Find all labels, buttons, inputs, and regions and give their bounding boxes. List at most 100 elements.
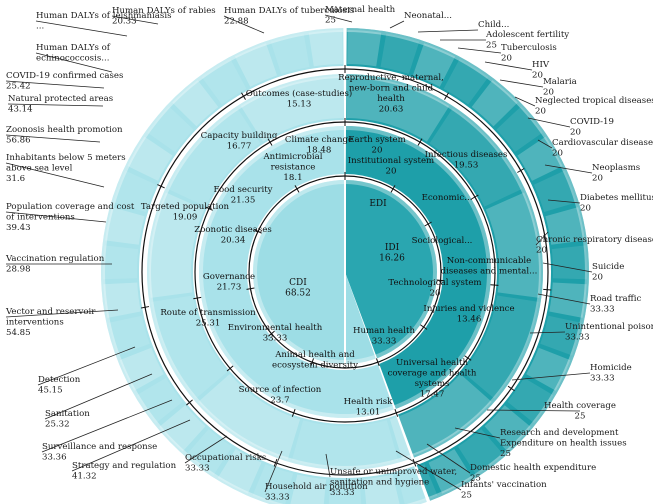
ring2-label-1: Capacity building 16.77 [201,131,278,152]
ring1-label-3: Zoonotic diseases 20.34 [194,225,272,246]
outer-tile-35 [201,58,247,105]
leader-line-16 [264,450,283,493]
center-label-0: CDI 68.52 [285,278,311,299]
outer-label-11: Detection 45.15 [38,375,81,396]
separator-tick-0-3 [436,279,445,282]
leader-line-26 [535,231,549,246]
leader-line-0 [35,20,128,37]
outer-tile-24 [159,405,206,452]
separator-tick-1-9 [205,206,213,211]
ring1-label-9: Economic... [422,193,473,203]
outer-label-8: Population coverage and cost of intervent… [6,202,135,233]
separator-tick-2-3 [543,288,552,291]
leader-line-31 [514,96,536,107]
ring2-tile-10 [240,76,344,142]
separator-tick-0-1 [390,185,396,193]
leader-line-33 [484,61,533,71]
ring2-label-2: Targeted population 19.09 [141,202,230,223]
outer-tile-13 [507,377,554,424]
outer-label-34: Tuberculosis 20 [501,43,557,64]
outer-tile-18 [363,474,400,504]
outer-label-1: Human DALYs of rabies 20.33 [112,6,216,27]
ring1-label-11: Technological system 20 [388,278,481,299]
leader-lines-layer [5,14,593,493]
leader-line-2 [223,15,265,34]
outer-tile-21 [252,464,294,504]
separator-tick-2-8 [141,306,150,309]
outer-tile-34 [172,80,219,127]
outer-label-6: Zoonosis health promotion 56.86 [6,125,123,146]
outer-label-23: Unintentional poisoning33.33 [565,322,653,343]
leader-line-34 [457,47,502,54]
separator-tick-1-5 [394,409,399,417]
outer-label-14: Strategy and regulation 41.32 [72,461,177,482]
ring1-label-12: Human health 33.33 [353,326,416,347]
outer-label-16: Household air pollution 33.33 [265,482,368,503]
outer-label-37: Neonatal... [404,11,452,21]
leader-line-29 [537,139,553,149]
outer-label-18: Infants' vaccination 25 [461,480,547,501]
outer-tile-17 [396,464,438,504]
outer-tile-11 [540,315,582,356]
ring1-label-4: Governance 21.73 [203,272,255,293]
ring2-tile-3 [462,295,539,399]
outer-tile-10 [549,282,587,318]
outer-tile-4 [471,80,518,127]
band-0-right [345,180,437,359]
outer-tile-29 [103,245,139,280]
ring2-label-9: Universal health coverage and health syste… [388,358,477,400]
ring2-label-5: Reproductive, maternal, new-born and chil… [338,73,444,115]
outer-tile-30 [105,207,145,245]
outer-label-30: COVID-19 20 [570,117,614,138]
outer-tile-31 [113,170,157,213]
leader-line-30 [527,117,571,128]
outer-tile-28 [103,282,141,318]
separator-tick-2-1 [444,92,449,100]
ring2-tile-6 [198,374,301,460]
separator-tick-1-2 [471,194,479,200]
dividers-layer [141,65,552,476]
leader-line-11 [37,346,136,386]
ring2-tile-0 [346,76,450,142]
ring2-label-7: Non-communicable diseases and mental... [441,256,538,277]
leader-line-17 [325,453,331,478]
outer-label-0: Human DALYs of leishmaniasis... [36,11,172,32]
outer-tile-32 [127,136,173,181]
band-2-left [146,74,412,470]
leader-line-1 [111,15,159,25]
outer-label-26: Chronic respiratory disease 20 [536,235,653,256]
ring2-tile-5 [291,420,399,469]
outer-label-24: Road traffic 33.33 [590,294,642,315]
ring1-label-6: Animal health and ecosystem diversity [272,350,358,371]
separator-tick-0-5 [375,358,380,367]
outer-tile-1 [380,33,420,75]
ring1-label-10: Sociological... [412,236,473,246]
separator-tick-0-4 [420,324,428,330]
outer-label-35: Adolescent fertility 25 [485,30,569,51]
separator-tick-0-7 [268,330,275,337]
leader-line-8 [5,211,107,223]
separator-tick-0-2 [424,221,432,227]
leader-line-3 [35,52,113,73]
leader-line-23 [529,331,566,334]
separator-tick-1-7 [226,365,234,372]
separator-tick-1-1 [417,138,423,146]
ring2-label-0: Outcomes (case-studies) 15.13 [246,88,353,110]
outer-label-38: Maternal health 25 [325,5,396,26]
outer-label-10: Vector and reservoir interventions 54.85 [5,307,96,338]
outer-tile-37 [270,33,310,75]
leader-line-25 [542,262,593,273]
leader-line-7 [5,162,105,188]
separator-tick-1-8 [193,296,202,300]
leader-line-18 [395,450,462,491]
leader-line-32 [499,79,544,88]
outer-tile-9 [551,245,587,280]
outer-label-7: Inhabitants below 5 meters above sea leve… [6,153,126,184]
ring2-label-6: Infectious diseases 19.53 [425,150,508,171]
band-1-left [198,126,394,419]
leader-line-22 [511,372,591,381]
leader-line-19 [426,443,471,474]
outer-tile-33 [147,106,194,153]
